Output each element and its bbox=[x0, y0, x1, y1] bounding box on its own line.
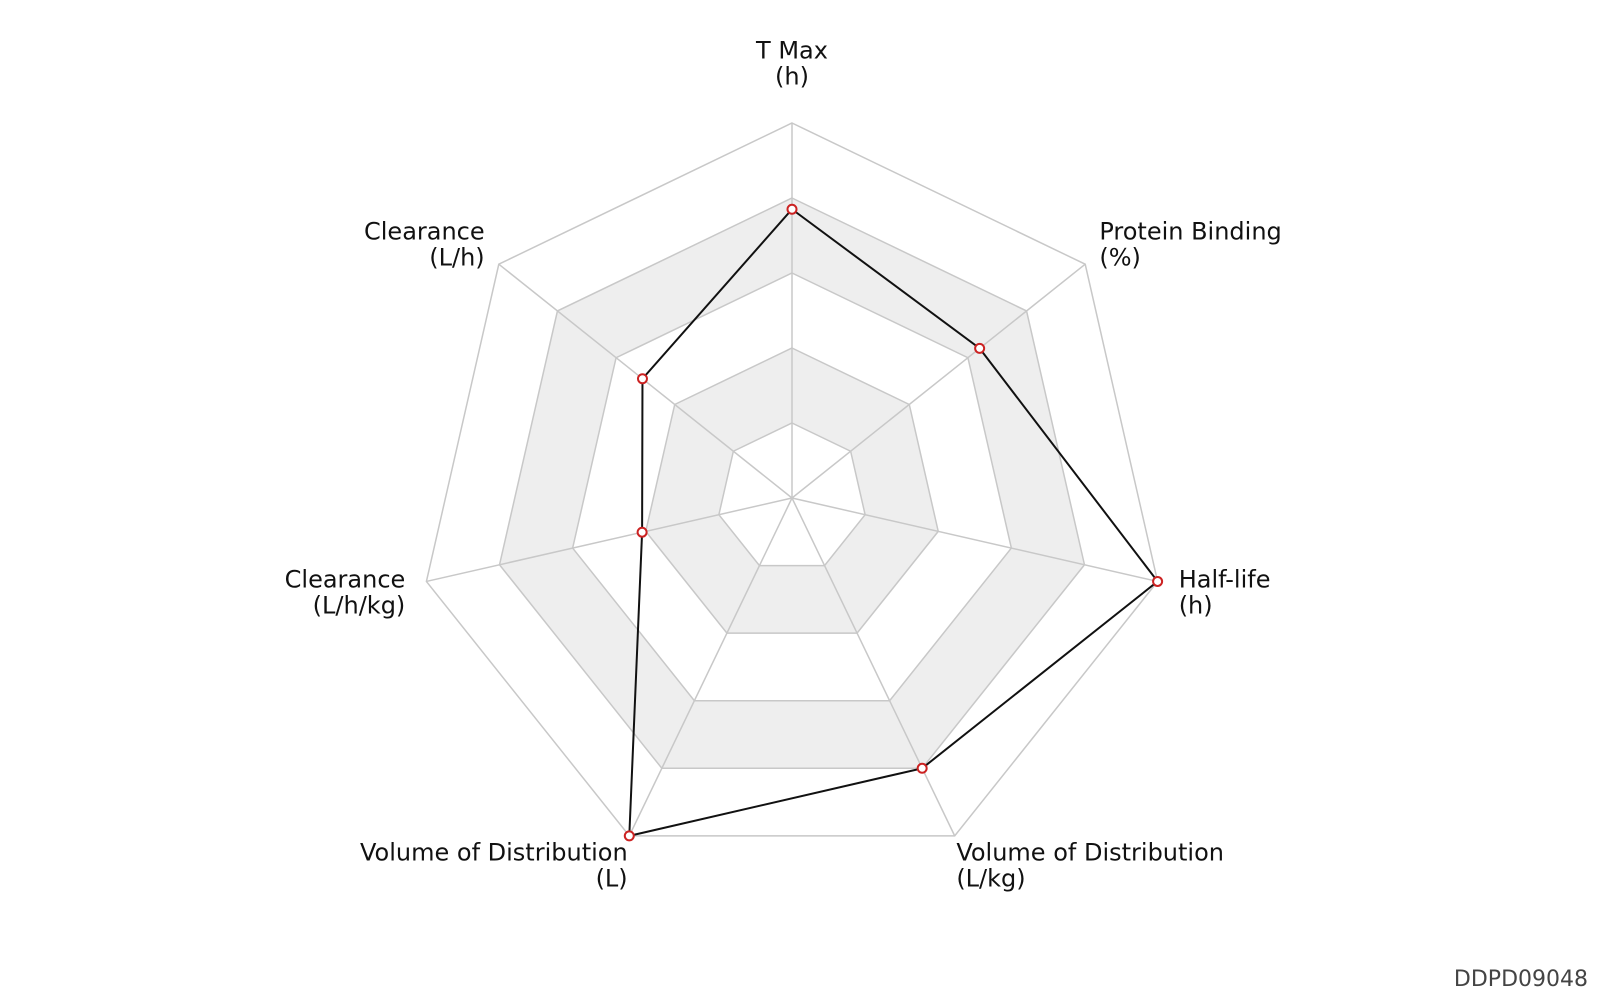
ring-band-3 bbox=[499, 198, 1085, 769]
ring-3 bbox=[571, 272, 1013, 702]
axis-label-6: Clearance (L/h) bbox=[364, 218, 485, 272]
axis-label-name: Half-life bbox=[1179, 565, 1271, 593]
series-line bbox=[628, 207, 1159, 838]
axis-label-unit: (L) bbox=[596, 864, 628, 892]
axis-label-unit: (L/h/kg) bbox=[313, 591, 406, 619]
data-point-5 bbox=[636, 526, 648, 538]
spoke-1 bbox=[791, 263, 1086, 499]
axis-label-name: Clearance bbox=[285, 565, 406, 593]
spoke-5 bbox=[426, 497, 793, 583]
ring-band-1 bbox=[645, 348, 939, 634]
data-point-3 bbox=[916, 762, 928, 774]
ring-1 bbox=[718, 422, 866, 567]
axis-label-2: Half-life (h) bbox=[1179, 565, 1271, 619]
axis-label-name: Protein Binding bbox=[1099, 218, 1281, 246]
data-point-6 bbox=[636, 373, 648, 385]
data-point-4 bbox=[623, 830, 635, 842]
axis-label-3: Volume of Distribution (L/kg) bbox=[956, 838, 1224, 892]
axis-label-name: T Max bbox=[755, 36, 828, 64]
axis-label-unit: (%) bbox=[1099, 244, 1141, 272]
axis-label-1: Protein Binding (%) bbox=[1099, 218, 1281, 272]
axis-labels: T Max (h)Protein Binding (%)Half-life (h)Vo… bbox=[285, 36, 1282, 892]
chart-id: DDPD09048 bbox=[1453, 967, 1588, 992]
axis-label-4: Volume of Distribution (L) bbox=[360, 838, 628, 892]
spoke-3 bbox=[791, 497, 956, 837]
axis-label-unit: (L/h) bbox=[429, 244, 484, 272]
data-point-1 bbox=[974, 342, 986, 354]
axis-label-0: T Max (h) bbox=[755, 36, 828, 90]
axis-label-name: Clearance bbox=[364, 218, 485, 246]
spoke-4 bbox=[628, 497, 793, 837]
axis-label-5: Clearance (L/h/kg) bbox=[285, 565, 406, 619]
data-point-2 bbox=[1152, 575, 1164, 587]
axis-label-unit: (h) bbox=[1179, 591, 1213, 619]
ring-grid bbox=[425, 122, 1159, 837]
ring-bands bbox=[499, 198, 1085, 769]
spoke-2 bbox=[791, 497, 1158, 583]
axis-label-unit: (h) bbox=[775, 62, 809, 90]
axis-label-name: Volume of Distribution bbox=[956, 838, 1224, 866]
ring-5 bbox=[425, 122, 1159, 837]
ring-4 bbox=[498, 197, 1086, 770]
axis-label-unit: (L/kg) bbox=[956, 864, 1025, 892]
ring-2 bbox=[644, 347, 940, 634]
axis-label-name: Volume of Distribution bbox=[360, 838, 628, 866]
data-point-0 bbox=[786, 203, 798, 215]
data-series bbox=[623, 203, 1164, 842]
